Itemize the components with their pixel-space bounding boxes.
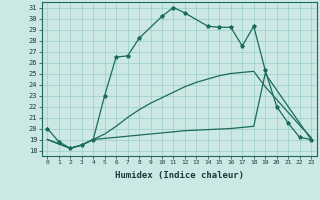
X-axis label: Humidex (Indice chaleur): Humidex (Indice chaleur) [115,171,244,180]
